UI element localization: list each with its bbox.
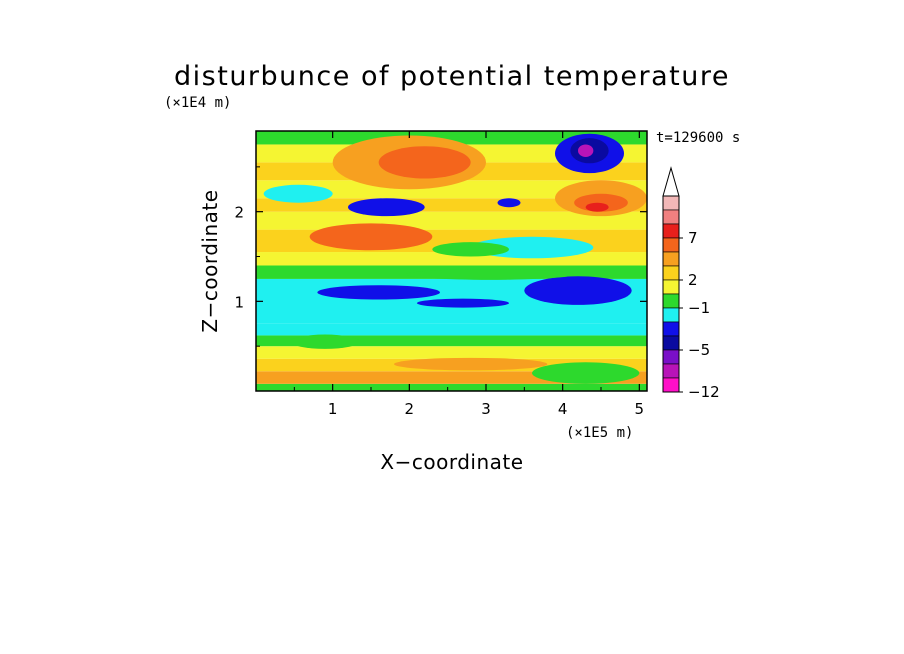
y-axis-unit: (×1E4 m) xyxy=(164,95,231,111)
field-band xyxy=(256,131,647,145)
x-axis-unit: (×1E5 m) xyxy=(566,425,633,441)
colorbar-bin xyxy=(662,195,680,211)
colorbar-frame xyxy=(662,195,680,393)
colorbar-bin xyxy=(662,223,680,239)
time-label: t=129600 s xyxy=(656,130,740,146)
field-band xyxy=(256,346,647,359)
colorbar-bin xyxy=(662,251,680,267)
field-anomaly xyxy=(585,202,609,212)
field-anomaly xyxy=(405,269,575,280)
colorbar-bin xyxy=(662,237,680,253)
colorbar-bin xyxy=(662,279,680,295)
x-tick-label: 4 xyxy=(558,400,568,418)
field-anomaly xyxy=(263,184,333,203)
field-band xyxy=(256,335,647,347)
colorbar-bin xyxy=(662,363,680,379)
colorbar-label: 7 xyxy=(688,229,698,247)
colorbar-label: −12 xyxy=(688,383,720,401)
colorbar-extend-arrow xyxy=(662,166,680,197)
y-tick-label: 1 xyxy=(234,293,244,311)
colorbar-label: 2 xyxy=(688,271,698,289)
field-anomaly xyxy=(417,298,509,308)
colorbar: 7 2 −1 −5 −12 xyxy=(662,166,720,401)
colorbar-label: −1 xyxy=(688,299,710,317)
y-axis-ticks: 12 xyxy=(234,166,647,347)
field-anomaly xyxy=(578,144,594,157)
plot-frame xyxy=(255,130,648,392)
colorbar-bin xyxy=(662,321,680,337)
chart-title: disturbunce of potential temperature xyxy=(174,61,730,92)
contour-field xyxy=(256,131,647,391)
field-anomaly xyxy=(532,362,640,384)
field-anomaly xyxy=(378,146,471,179)
field-anomaly xyxy=(394,357,548,371)
y-axis-label: Z−coordinate xyxy=(198,189,222,332)
y-tick-label: 2 xyxy=(234,204,244,222)
colorbar-bin xyxy=(662,349,680,365)
x-tick-label: 1 xyxy=(328,400,338,418)
colorbar-label: −5 xyxy=(688,341,710,359)
x-tick-label: 3 xyxy=(481,400,491,418)
colorbar-bin xyxy=(662,335,680,351)
field-anomaly xyxy=(524,276,632,305)
field-anomaly xyxy=(317,285,440,300)
colorbar-bin xyxy=(662,209,680,225)
field-band xyxy=(256,383,647,391)
colorbar-bin xyxy=(662,293,680,309)
x-axis-ticks: 1 2 3 4 5 xyxy=(293,131,645,418)
field-anomaly xyxy=(497,198,521,208)
field-anomaly xyxy=(290,334,360,349)
colorbar-bin xyxy=(662,307,680,323)
field-anomaly xyxy=(309,223,433,251)
colorbar-bin xyxy=(662,377,680,393)
field-band xyxy=(256,323,647,336)
x-tick-label: 5 xyxy=(635,400,645,418)
x-tick-label: 2 xyxy=(405,400,415,418)
field-band xyxy=(256,180,647,199)
field-anomaly xyxy=(348,198,425,217)
x-axis-label: X−coordinate xyxy=(380,450,523,474)
field-anomaly xyxy=(432,242,509,257)
colorbar-bin xyxy=(662,265,680,281)
